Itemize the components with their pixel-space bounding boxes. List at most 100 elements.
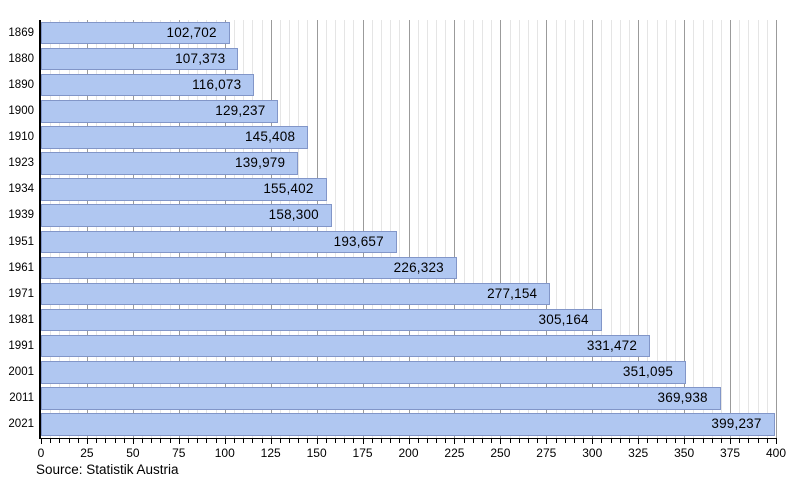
x-tick-minor bbox=[739, 438, 741, 443]
x-tick-minor bbox=[50, 438, 52, 443]
bar-value-label: 351,095 bbox=[622, 364, 674, 380]
x-tick-minor bbox=[279, 438, 281, 443]
x-tick-label: 400 bbox=[765, 446, 787, 460]
x-tick-major bbox=[316, 438, 318, 445]
bar-value-label: 193,657 bbox=[333, 233, 384, 249]
x-tick-minor bbox=[59, 438, 61, 443]
bar bbox=[41, 230, 397, 254]
x-tick-major bbox=[546, 438, 548, 445]
bar-value-label: 399,237 bbox=[711, 416, 762, 432]
bar-value-label: 155,402 bbox=[263, 181, 314, 197]
bar bbox=[41, 178, 327, 201]
y-axis-label: 1910 bbox=[8, 131, 34, 144]
gridline-minor bbox=[279, 20, 281, 438]
gridline-major bbox=[500, 20, 502, 438]
bar-value-label: 369,938 bbox=[657, 390, 708, 406]
gridline-minor bbox=[463, 20, 465, 438]
gridline-major bbox=[270, 20, 272, 438]
gridline-minor bbox=[518, 20, 520, 438]
x-tick-label: 275 bbox=[536, 446, 557, 460]
x-tick-label: 125 bbox=[260, 446, 281, 460]
gridline-minor bbox=[206, 20, 208, 438]
gridline-minor bbox=[77, 20, 79, 438]
x-tick-label: 350 bbox=[674, 446, 695, 460]
gridline-minor bbox=[527, 20, 529, 438]
x-tick-minor bbox=[233, 438, 235, 443]
x-tick-label: 250 bbox=[490, 446, 511, 460]
gridline-major bbox=[638, 20, 640, 438]
gridline-minor bbox=[261, 20, 263, 438]
gridline-minor bbox=[436, 20, 438, 438]
x-tick-minor bbox=[215, 438, 217, 443]
gridline-major bbox=[776, 20, 777, 438]
bar-value-label: 129,237 bbox=[215, 103, 266, 119]
x-tick-minor bbox=[206, 438, 208, 443]
y-axis-label: 1981 bbox=[8, 313, 34, 326]
x-tick-minor bbox=[188, 438, 189, 443]
x-tick-minor bbox=[656, 438, 658, 443]
x-tick-minor bbox=[583, 438, 585, 443]
x-tick-minor bbox=[325, 438, 327, 443]
gridline-minor bbox=[766, 20, 768, 438]
gridline-minor bbox=[583, 20, 585, 438]
x-tick-minor bbox=[169, 438, 171, 443]
gridline-minor bbox=[114, 20, 116, 438]
x-tick-minor bbox=[261, 438, 263, 443]
gridline-minor bbox=[252, 20, 254, 438]
x-tick-label: 75 bbox=[172, 446, 186, 460]
x-tick-minor bbox=[472, 438, 474, 443]
y-axis-label: 1961 bbox=[8, 261, 34, 274]
gridline-major bbox=[408, 20, 410, 438]
x-tick-major bbox=[684, 438, 686, 445]
x-tick-minor bbox=[436, 438, 438, 443]
gridline-minor bbox=[564, 20, 566, 438]
x-tick-label: 325 bbox=[628, 446, 649, 460]
gridline-minor bbox=[105, 20, 107, 438]
gridline-minor bbox=[50, 20, 52, 438]
x-tick-minor bbox=[390, 438, 392, 443]
gridline-minor bbox=[739, 20, 741, 438]
x-tick-minor bbox=[555, 438, 557, 443]
source-note: Source: Statistik Austria bbox=[36, 462, 179, 477]
bar-value-label: 158,300 bbox=[268, 207, 319, 223]
bar bbox=[41, 361, 687, 384]
bar-value-label: 277,154 bbox=[487, 285, 538, 301]
x-tick-minor bbox=[619, 438, 621, 443]
bar-value-label: 331,472 bbox=[586, 337, 638, 353]
gridline-minor bbox=[647, 20, 649, 438]
gridline-minor bbox=[123, 20, 125, 438]
x-tick-major bbox=[500, 438, 502, 445]
x-tick-major bbox=[638, 438, 640, 445]
x-tick-major bbox=[132, 438, 134, 445]
x-tick-minor bbox=[610, 438, 612, 443]
gridline-minor bbox=[482, 20, 483, 438]
x-tick-minor bbox=[665, 438, 667, 443]
gridline-minor bbox=[472, 20, 474, 438]
x-tick-minor bbox=[380, 438, 382, 443]
bar-value-label: 107,373 bbox=[175, 50, 226, 66]
x-tick-minor bbox=[463, 438, 465, 443]
x-tick-minor bbox=[426, 438, 428, 443]
y-axis-label: 1880 bbox=[8, 52, 34, 65]
x-tick-minor bbox=[371, 438, 373, 443]
gridline-major bbox=[546, 20, 548, 438]
x-tick-label: 225 bbox=[444, 446, 465, 460]
x-tick-label: 150 bbox=[306, 446, 327, 460]
gridline-major bbox=[592, 20, 594, 438]
y-axis-label: 2011 bbox=[9, 392, 34, 405]
x-tick-minor bbox=[114, 438, 116, 443]
bar bbox=[41, 204, 332, 227]
x-tick-minor bbox=[601, 438, 603, 443]
gridline-minor bbox=[344, 20, 346, 438]
x-tick-major bbox=[592, 438, 594, 445]
gridline-major bbox=[684, 20, 686, 438]
gridline-major bbox=[132, 20, 134, 438]
bar-value-label: 145,408 bbox=[244, 129, 296, 145]
x-tick-major bbox=[454, 438, 456, 445]
x-tick-minor bbox=[96, 438, 98, 443]
gridline-minor bbox=[537, 20, 539, 438]
bar bbox=[41, 387, 721, 410]
x-tick-minor bbox=[491, 438, 493, 443]
y-axis-label: 1900 bbox=[8, 105, 34, 118]
